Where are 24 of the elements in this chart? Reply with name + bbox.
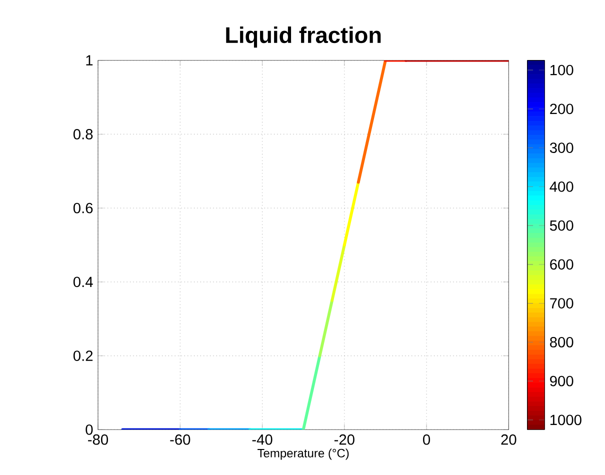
x-tick-label: -40 [252,434,272,445]
x-axis-title: Temperature (°C) [258,448,349,460]
color-bar-label: 200 [550,104,574,114]
y-tick-label: 0.8 [73,129,93,140]
x-tick-label: -60 [170,434,190,445]
color-bar-label: 300 [550,142,574,153]
x-tick-label: 20 [501,434,516,445]
x-tick-label: 0 [423,434,430,445]
color-bar-label: 500 [550,220,574,231]
y-tick-label: 0 [86,424,93,435]
color-bar-label: 900 [550,376,574,386]
y-tick-label: 0.6 [73,202,93,214]
y-tick-label: 0.2 [73,350,93,361]
color-bar-label: 700 [550,298,574,309]
y-tick-label: 1 [86,55,93,66]
y-tick-label: 0.4 [73,276,93,288]
color-bar-label: 600 [550,259,574,270]
color-bar-label: 1000 [550,414,582,426]
color-bar-label: 400 [550,182,574,192]
x-tick-label: -20 [334,434,354,445]
chart-title: Liquid fraction [226,26,381,48]
x-tick-label: -80 [88,434,108,445]
color-bar-label: 800 [550,337,574,348]
color-bar-label: 100 [550,64,574,76]
